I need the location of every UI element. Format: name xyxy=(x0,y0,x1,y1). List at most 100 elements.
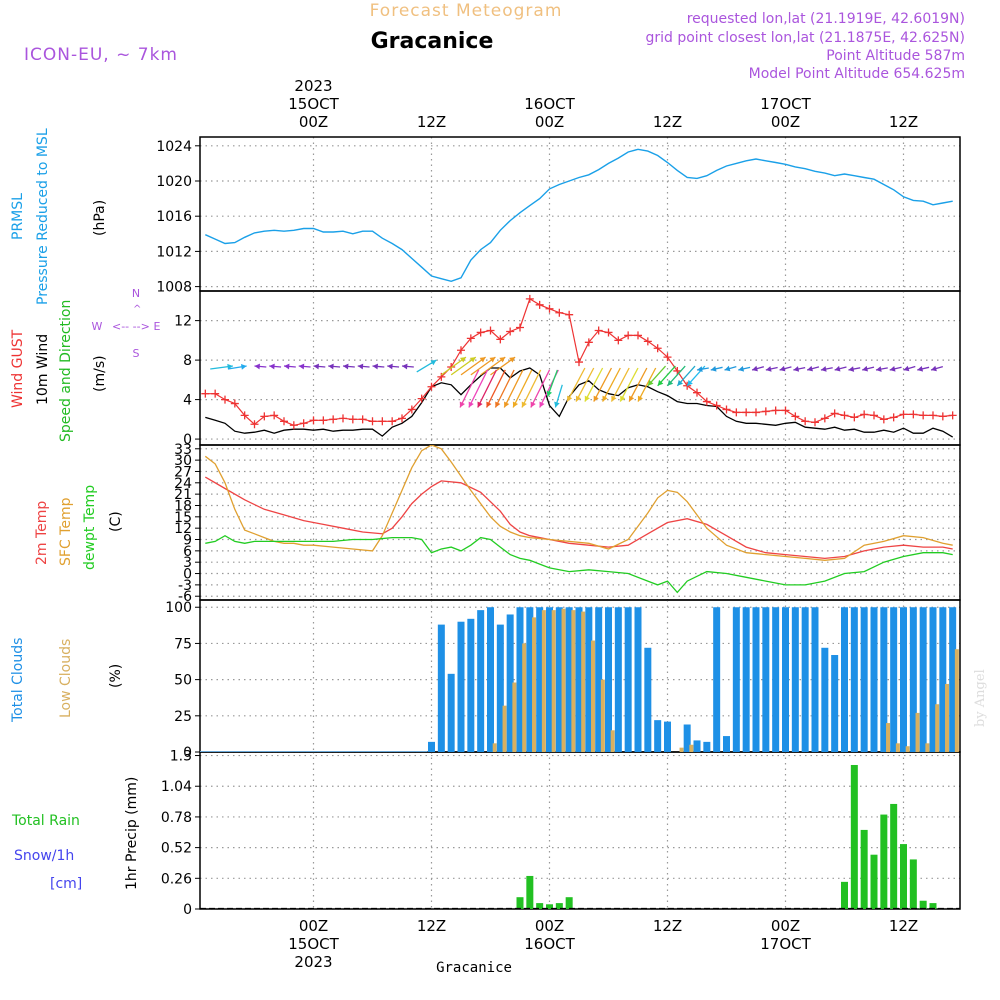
wind-arrowhead xyxy=(530,401,536,408)
gust-point xyxy=(417,394,426,403)
wind-arrowhead xyxy=(931,365,937,372)
gust-point xyxy=(358,415,367,424)
low-cloud-bar xyxy=(591,640,596,752)
ytick-label: 1.3 xyxy=(170,749,192,765)
gust-point xyxy=(801,417,810,426)
gust-point xyxy=(309,416,318,425)
wind-arrowhead xyxy=(862,365,868,372)
total-cloud-bar xyxy=(555,607,563,752)
ytick-label: -3 xyxy=(178,578,192,594)
ytick-label: 1008 xyxy=(156,280,192,296)
gust-point xyxy=(712,401,721,410)
low-cloud-bar xyxy=(915,712,920,752)
wind-arrowhead xyxy=(387,363,393,370)
gust-point xyxy=(624,331,633,340)
temp-sfc-line xyxy=(204,445,953,561)
ytick-label: 0 xyxy=(183,745,192,761)
gust-point xyxy=(830,409,839,418)
gust-point xyxy=(722,405,731,414)
model-altitude: Model Point Altitude 654.625m xyxy=(749,66,965,82)
gust-point xyxy=(319,416,328,425)
gust-point xyxy=(781,406,790,415)
wind-arrowhead xyxy=(697,366,703,372)
rain-bar xyxy=(536,903,544,909)
low-cloud-bar xyxy=(541,610,546,752)
wind-arrow xyxy=(602,367,621,402)
low-cloud-bar xyxy=(502,705,507,752)
compass-west: W xyxy=(92,320,103,333)
total-rain-label: Total Rain xyxy=(11,813,80,829)
wind-arrowhead xyxy=(593,395,599,402)
total-cloud-bar xyxy=(703,741,711,752)
wind-arrowhead xyxy=(611,395,617,402)
ytick-label: 0.78 xyxy=(161,810,192,826)
low-cloud-bar xyxy=(610,730,615,752)
wind-arrowhead xyxy=(834,365,841,372)
ytick-label: 0.52 xyxy=(161,841,192,857)
total-cloud-bar xyxy=(457,621,465,752)
wind-arrowhead xyxy=(677,379,683,386)
credit-watermark: by Angel xyxy=(973,669,988,727)
ytick-label: 50 xyxy=(174,673,192,689)
gust-point xyxy=(860,410,869,419)
top-tick-label: 12Z xyxy=(653,113,682,131)
wind-arrowhead xyxy=(567,395,573,402)
wind-arrowhead xyxy=(629,395,635,402)
total-cloud-bar xyxy=(782,607,789,752)
gust-point xyxy=(653,344,662,353)
total-cloud-bar xyxy=(939,607,947,752)
rain-bar xyxy=(900,844,907,909)
ytick-label: 0 xyxy=(183,567,192,583)
gust-point xyxy=(850,413,859,422)
top-tick-label: 17OCT xyxy=(760,95,811,113)
ytick-label: 12 xyxy=(174,314,192,330)
gust-point xyxy=(230,399,239,408)
gust-point xyxy=(634,331,642,340)
bottom-tick-label: 12Z xyxy=(653,917,682,935)
gust-point xyxy=(771,406,780,415)
gust-point xyxy=(919,411,928,420)
precip-bars xyxy=(200,764,960,909)
temp-sfc-label: SFC Temp xyxy=(58,497,74,566)
gust-point xyxy=(329,415,338,424)
cloud-bars xyxy=(200,607,959,752)
gust-point xyxy=(476,328,485,337)
gust-point xyxy=(840,411,849,420)
low-cloud-bar xyxy=(551,610,556,752)
ytick-label: 25 xyxy=(174,709,192,725)
total-cloud-bar xyxy=(949,607,957,752)
wind-arrowhead xyxy=(820,366,827,372)
wind-arrowhead xyxy=(512,401,519,408)
low-cloud-bar xyxy=(512,682,517,752)
precip-ylabel: 1hr Precip (mm) xyxy=(124,777,140,890)
low-cloud-bar xyxy=(492,743,497,752)
compass-south: S xyxy=(133,347,140,360)
gust-point xyxy=(289,421,298,430)
rain-bar xyxy=(880,814,888,909)
wind-arrow xyxy=(477,369,497,408)
total-cloud-bar xyxy=(919,607,927,752)
total-cloud-bar xyxy=(821,647,829,752)
cloud-unit: (%) xyxy=(108,664,124,688)
requested-coords: requested lon,lat (21.1919E, 42.6019N) xyxy=(687,11,965,27)
gridpoint-coords: grid point closest lon,lat (21.1875E, 42… xyxy=(645,30,965,46)
top-tick-label: 12Z xyxy=(417,113,446,131)
total-cloud-bar xyxy=(929,607,937,752)
bottom-tick-label: 12Z xyxy=(417,917,446,935)
ytick-label: 1.04 xyxy=(161,779,192,795)
wind-arrowhead xyxy=(372,363,378,370)
wind-arrow xyxy=(494,369,515,408)
compass-north: N xyxy=(132,287,140,300)
total-cloud-bar xyxy=(811,607,819,752)
wind-arrowhead xyxy=(459,401,465,408)
gust-point xyxy=(398,414,406,423)
total-cloud-bar xyxy=(536,607,544,752)
temp-unit: (C) xyxy=(108,511,124,532)
panel-2: 0 4 8 12 xyxy=(174,290,961,448)
wind-arrowhead xyxy=(793,366,800,372)
total-cloud-bar xyxy=(762,607,770,752)
wind-arrowhead xyxy=(917,366,924,372)
wind-arrowhead xyxy=(284,363,290,370)
wind-arrow xyxy=(530,369,551,408)
